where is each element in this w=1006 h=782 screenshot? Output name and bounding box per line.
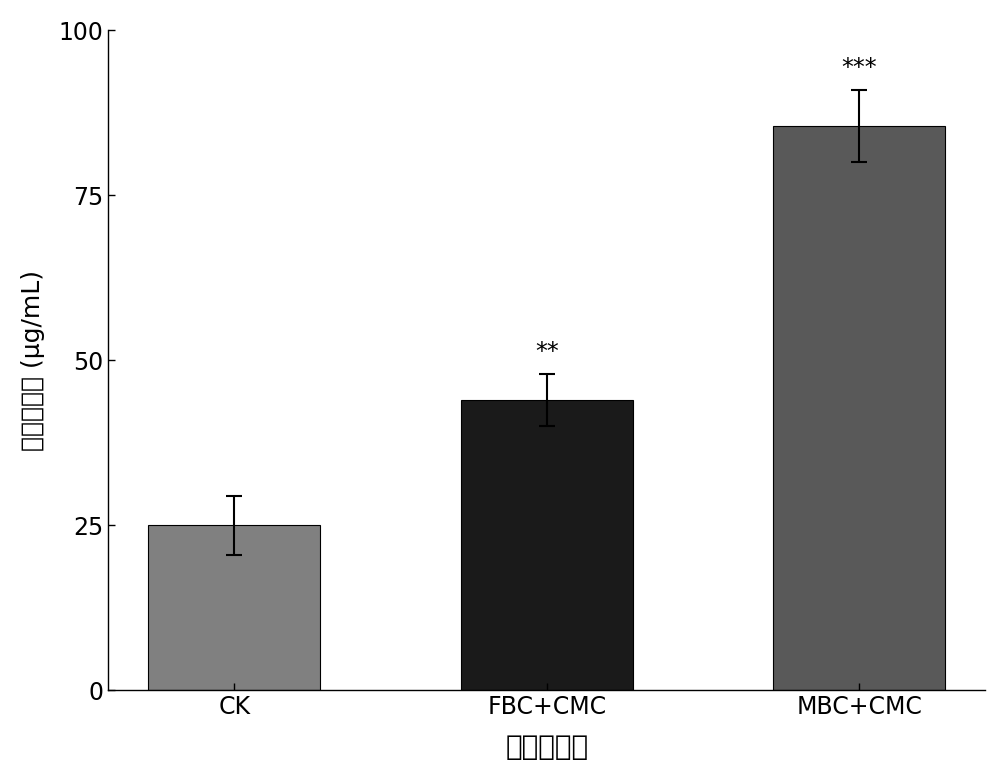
Bar [774,126,946,691]
Y-axis label: 速效钒含量 (μg/mL): 速效钒含量 (μg/mL) [21,270,45,451]
Bar [148,526,320,691]
Text: ***: *** [842,56,877,80]
Text: **: ** [535,339,558,364]
X-axis label: 不同实验组: 不同实验组 [505,734,589,761]
Bar [461,400,633,691]
